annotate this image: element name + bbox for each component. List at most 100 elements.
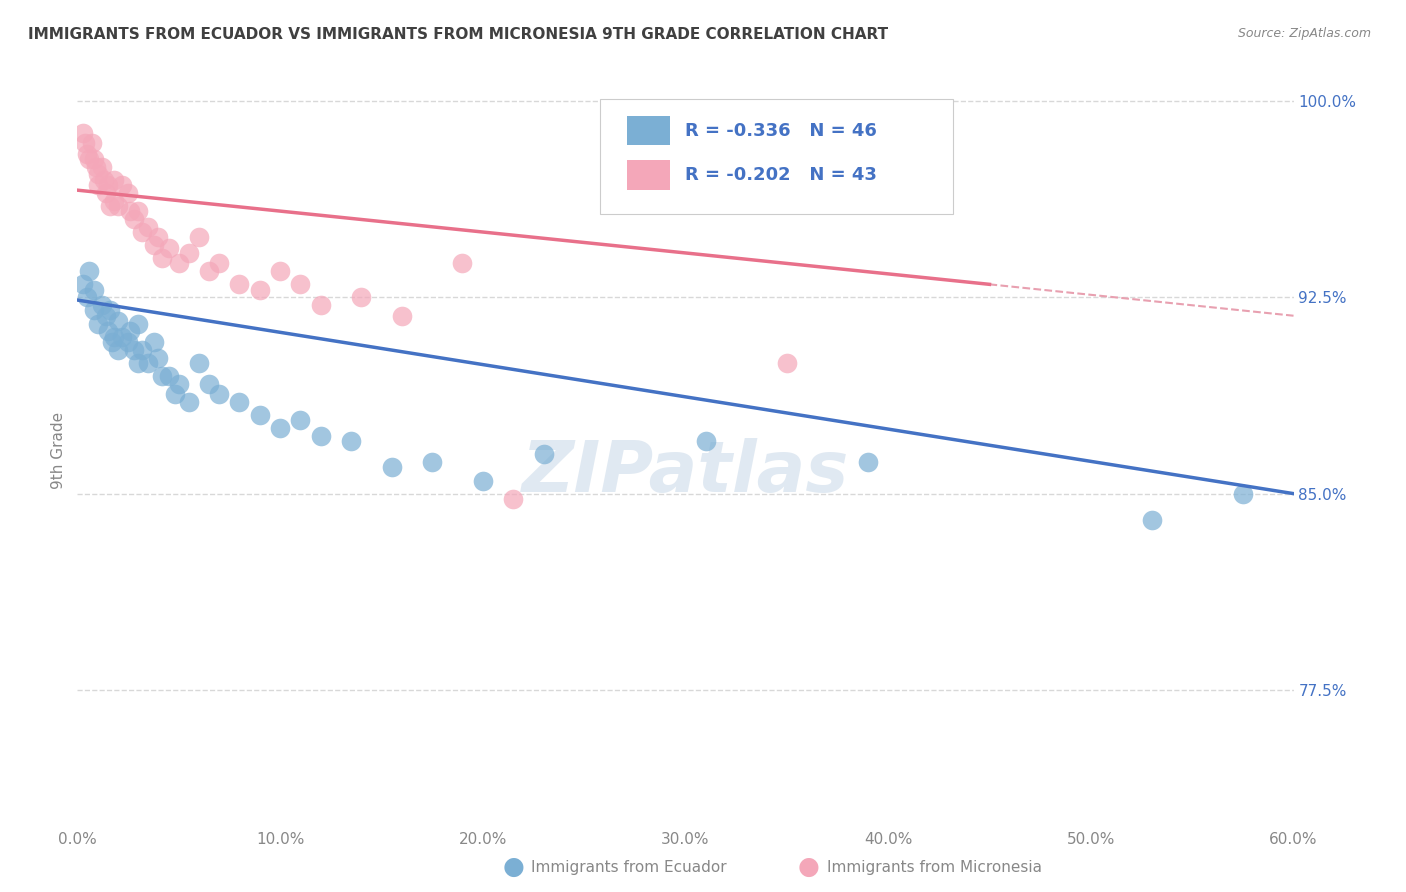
Point <box>188 356 211 370</box>
Point <box>148 351 170 365</box>
Point <box>198 264 221 278</box>
Bar <box>627 161 669 190</box>
Point <box>83 303 105 318</box>
Point <box>75 136 97 150</box>
Point <box>103 194 125 208</box>
Point <box>143 334 166 349</box>
FancyBboxPatch shape <box>600 99 953 213</box>
Point <box>471 474 494 488</box>
Point <box>152 251 174 265</box>
Point <box>157 368 180 383</box>
Point <box>93 172 115 186</box>
Point <box>103 172 125 186</box>
Y-axis label: 9th Grade: 9th Grade <box>51 412 66 489</box>
Point <box>502 491 524 506</box>
Point <box>228 277 250 292</box>
Point <box>90 298 112 312</box>
Point <box>111 178 134 192</box>
Point <box>157 241 180 255</box>
Point <box>380 460 402 475</box>
Text: ZIPatlas: ZIPatlas <box>522 438 849 508</box>
Point <box>97 178 120 192</box>
Text: ●: ● <box>797 855 820 879</box>
Point <box>167 376 190 391</box>
Point <box>167 256 190 270</box>
Point <box>122 343 145 357</box>
Point <box>103 329 125 343</box>
Point <box>1140 513 1163 527</box>
Point <box>208 387 231 401</box>
Point <box>391 309 413 323</box>
Point <box>83 283 105 297</box>
Point <box>290 277 312 292</box>
Point <box>695 434 717 449</box>
Point <box>340 434 363 449</box>
Point <box>163 387 186 401</box>
Point <box>122 211 145 226</box>
Point <box>98 199 121 213</box>
Point <box>107 314 129 328</box>
Text: R = -0.336   N = 46: R = -0.336 N = 46 <box>686 121 877 140</box>
Bar <box>627 116 669 145</box>
Text: R = -0.202   N = 43: R = -0.202 N = 43 <box>686 166 877 184</box>
Point <box>127 317 149 331</box>
Point <box>84 160 107 174</box>
Point <box>76 290 98 304</box>
Point <box>97 325 120 339</box>
Point <box>107 199 129 213</box>
Point <box>188 230 211 244</box>
Text: IMMIGRANTS FROM ECUADOR VS IMMIGRANTS FROM MICRONESIA 9TH GRADE CORRELATION CHAR: IMMIGRANTS FROM ECUADOR VS IMMIGRANTS FR… <box>28 27 889 42</box>
Point <box>101 334 124 349</box>
Point <box>86 178 108 192</box>
Point <box>127 204 149 219</box>
Point <box>83 152 105 166</box>
Point <box>249 283 271 297</box>
Point <box>131 343 153 357</box>
Point <box>79 264 101 278</box>
Point <box>309 429 332 443</box>
Point <box>117 186 139 200</box>
Point <box>131 225 153 239</box>
Point <box>451 256 474 270</box>
Point <box>249 408 271 422</box>
Point <box>86 317 108 331</box>
Point <box>94 186 117 200</box>
Point <box>177 395 200 409</box>
Point <box>350 290 373 304</box>
Point <box>111 329 134 343</box>
Point <box>269 421 291 435</box>
Text: ●: ● <box>502 855 524 879</box>
Point <box>72 126 94 140</box>
Text: Immigrants from Ecuador: Immigrants from Ecuador <box>531 860 727 874</box>
Point <box>72 277 94 292</box>
Point <box>1232 486 1254 500</box>
Point <box>177 246 200 260</box>
Point <box>79 152 101 166</box>
Point <box>118 204 141 219</box>
Point <box>309 298 332 312</box>
Point <box>80 136 103 150</box>
Text: Source: ZipAtlas.com: Source: ZipAtlas.com <box>1237 27 1371 40</box>
Point <box>136 356 159 370</box>
Point <box>143 238 166 252</box>
Point <box>290 413 312 427</box>
Point <box>198 376 221 391</box>
Point <box>856 455 879 469</box>
Point <box>136 219 159 234</box>
Point <box>76 146 98 161</box>
Point <box>152 368 174 383</box>
Point <box>107 343 129 357</box>
Point <box>86 168 108 182</box>
Point <box>208 256 231 270</box>
Point <box>533 447 555 461</box>
Point <box>228 395 250 409</box>
Point <box>90 160 112 174</box>
Point <box>776 356 799 370</box>
Point <box>148 230 170 244</box>
Point <box>127 356 149 370</box>
Point <box>269 264 291 278</box>
Point <box>117 334 139 349</box>
Point <box>98 303 121 318</box>
Point <box>94 309 117 323</box>
Text: Immigrants from Micronesia: Immigrants from Micronesia <box>827 860 1042 874</box>
